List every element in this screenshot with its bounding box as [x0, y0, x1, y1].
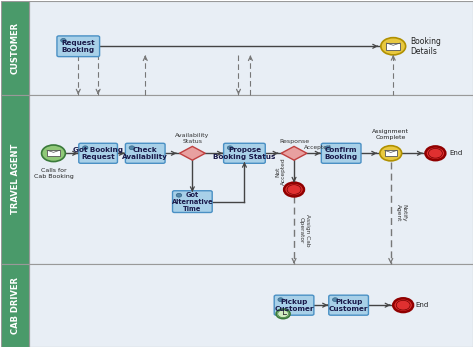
Text: Pickup
Customer: Pickup Customer — [329, 299, 368, 312]
Text: Booking
Details: Booking Details — [410, 37, 441, 56]
Text: CAB DRIVER: CAB DRIVER — [10, 277, 19, 334]
Text: Check
Availability: Check Availability — [122, 147, 168, 160]
Circle shape — [380, 146, 401, 161]
Text: TRAVEL AGENT: TRAVEL AGENT — [10, 144, 19, 214]
Text: Assignment
Complete: Assignment Complete — [372, 129, 409, 140]
Circle shape — [287, 185, 301, 195]
Circle shape — [276, 309, 290, 319]
Circle shape — [176, 193, 182, 197]
Text: Propose
Booking Status: Propose Booking Status — [213, 147, 275, 160]
Text: Got Booking
Request: Got Booking Request — [73, 147, 123, 160]
Circle shape — [428, 149, 442, 158]
Circle shape — [396, 300, 410, 310]
FancyBboxPatch shape — [321, 143, 361, 163]
Text: CUSTOMER: CUSTOMER — [10, 22, 19, 74]
FancyBboxPatch shape — [385, 150, 397, 156]
FancyBboxPatch shape — [79, 143, 118, 163]
FancyBboxPatch shape — [28, 264, 473, 347]
Text: End: End — [416, 302, 429, 308]
Circle shape — [61, 39, 66, 42]
FancyBboxPatch shape — [57, 36, 100, 57]
Text: Not
Accepted: Not Accepted — [275, 158, 286, 185]
Circle shape — [284, 183, 304, 196]
Circle shape — [129, 146, 135, 150]
FancyBboxPatch shape — [28, 1, 473, 95]
Circle shape — [82, 146, 88, 150]
Text: Accepted: Accepted — [304, 145, 331, 150]
FancyBboxPatch shape — [126, 143, 165, 163]
FancyBboxPatch shape — [274, 295, 314, 315]
Polygon shape — [180, 147, 205, 160]
Polygon shape — [281, 147, 307, 160]
FancyBboxPatch shape — [1, 264, 28, 347]
Text: Notify
Agent: Notify Agent — [396, 204, 407, 222]
FancyBboxPatch shape — [224, 143, 265, 163]
FancyBboxPatch shape — [329, 295, 368, 315]
Text: Confirm
Booking: Confirm Booking — [325, 147, 358, 160]
Text: Pickup
Customer: Pickup Customer — [274, 299, 314, 312]
Circle shape — [42, 145, 65, 161]
Text: Request
Booking: Request Booking — [62, 40, 95, 53]
Circle shape — [228, 146, 233, 150]
Circle shape — [325, 146, 330, 150]
Circle shape — [278, 298, 283, 302]
Text: Response: Response — [279, 139, 309, 144]
Circle shape — [393, 298, 413, 312]
Text: Availability
Status: Availability Status — [175, 133, 210, 144]
Circle shape — [381, 38, 406, 55]
Circle shape — [426, 147, 446, 160]
FancyBboxPatch shape — [1, 95, 28, 264]
Text: Got
Alternative
Time: Got Alternative Time — [172, 192, 213, 212]
FancyBboxPatch shape — [28, 95, 473, 264]
Text: End: End — [449, 150, 463, 156]
FancyBboxPatch shape — [386, 43, 400, 49]
FancyBboxPatch shape — [173, 191, 212, 213]
Text: Assign Cab
Operator: Assign Cab Operator — [299, 214, 310, 246]
FancyBboxPatch shape — [47, 150, 60, 156]
FancyBboxPatch shape — [1, 1, 28, 95]
Circle shape — [332, 298, 338, 302]
Text: Calls for
Cab Booking: Calls for Cab Booking — [34, 168, 73, 179]
